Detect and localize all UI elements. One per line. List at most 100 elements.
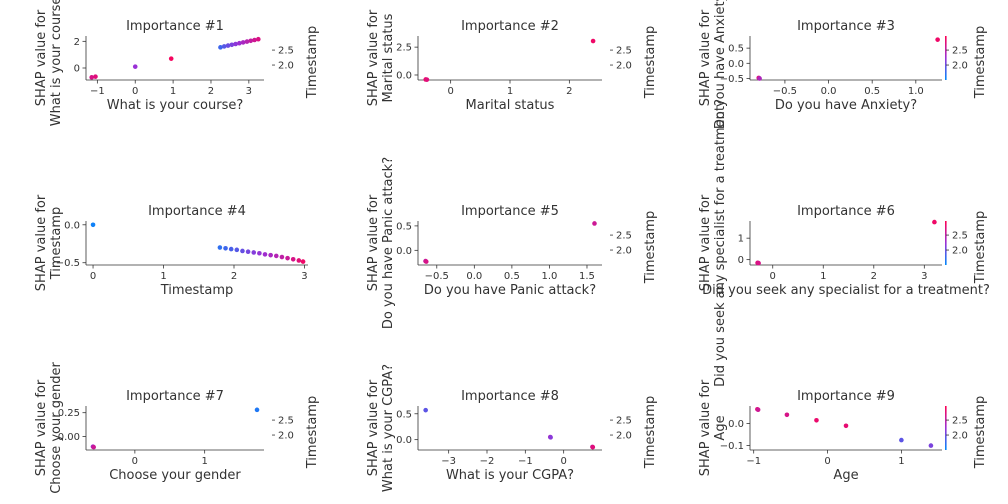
data-point — [290, 257, 296, 262]
y-axis-label-line1: SHAP value for — [366, 9, 381, 106]
data-point — [273, 253, 279, 259]
colorbar-tick-label: 2.5 — [952, 416, 968, 427]
data-point — [935, 37, 940, 42]
y-tick-label: 2 — [74, 37, 80, 48]
data-point — [590, 38, 596, 44]
x-tick-label: 0.0 — [821, 86, 837, 97]
y-axis-label-line2: What is your CGPA? — [381, 364, 396, 492]
x-tick-label: 0 — [90, 271, 96, 282]
x-tick-label: 1 — [507, 86, 513, 97]
y-tick-label: 0.5 — [396, 221, 412, 232]
x-tick-label: 1 — [160, 271, 166, 282]
data-point — [228, 246, 234, 252]
y-axis-label-line2: Did you seek any specialist for a treatm… — [713, 99, 728, 387]
data-point — [257, 250, 262, 256]
y-tick-label: 0 — [738, 255, 744, 266]
panel-title: Importance #2 — [461, 19, 559, 34]
colorbar-label: Timestamp — [643, 26, 658, 100]
x-tick-label: 0.0 — [466, 271, 482, 282]
data-point — [254, 407, 260, 413]
y-axis-label-line2: Do you have Anxiety? — [713, 0, 728, 129]
data-point — [217, 245, 223, 250]
data-point — [218, 45, 223, 50]
x-tick-label: 0 — [132, 86, 138, 97]
y-tick-label: 0.00 — [58, 432, 80, 443]
data-point — [784, 412, 790, 418]
data-point — [89, 75, 94, 80]
colorbar-label: Timestamp — [973, 211, 988, 285]
colorbar-tick-label: 2.0 — [278, 61, 294, 72]
data-point — [285, 255, 290, 261]
data-point — [93, 74, 98, 79]
colorbar-tick-label: 2.0 — [616, 431, 632, 442]
panel-5: Importance #5−0.5 0.0 0.5 1.0 1.50.00.5Do yo… — [366, 157, 658, 329]
x-axis-label: Choose your gender — [109, 468, 241, 483]
data-point — [168, 56, 174, 61]
y-axis-label-line2: Age — [713, 415, 728, 440]
x-axis-label: Timestamp — [160, 283, 234, 298]
data-point — [256, 36, 261, 42]
colorbar-label: Timestamp — [973, 396, 988, 470]
data-point — [423, 407, 428, 413]
colorbar-label: Timestamp — [305, 396, 320, 470]
colorbar-tick-label: 2.5 — [616, 231, 632, 242]
data-point — [423, 259, 429, 264]
y-axis-label-line1: SHAP value for — [366, 194, 381, 291]
data-point — [251, 250, 257, 255]
x-tick-label: −1 — [518, 456, 533, 467]
y-tick-label: −0.1 — [720, 441, 744, 452]
x-tick-label: −1 — [746, 456, 761, 467]
panel-title: Importance #1 — [126, 19, 224, 34]
data-point — [234, 247, 240, 253]
y-axis-label-line1: SHAP value for — [366, 379, 381, 476]
data-point — [592, 221, 597, 226]
data-point — [248, 38, 254, 44]
x-tick-label: 1.0 — [541, 271, 557, 282]
data-point — [279, 254, 285, 260]
x-tick-label: 2 — [231, 271, 237, 282]
x-tick-label: 2 — [566, 86, 572, 97]
y-tick-label: 0.5 — [728, 44, 744, 55]
data-point — [91, 444, 96, 450]
data-point — [590, 444, 596, 450]
x-tick-label: 3 — [921, 271, 927, 282]
x-axis-label: Do you have Panic attack? — [424, 283, 596, 298]
y-tick-label: 2.5 — [396, 43, 412, 54]
y-tick-label: 1 — [738, 234, 744, 245]
x-tick-label: 0 — [132, 456, 138, 467]
data-point — [240, 248, 245, 254]
y-tick-label: 0 — [74, 64, 80, 75]
colorbar-tick-label: 2.5 — [952, 231, 968, 242]
x-tick-label: 0 — [560, 456, 566, 467]
colorbar-tick-label: 2.0 — [278, 431, 294, 442]
y-axis-label-line1: SHAP value for — [698, 9, 713, 106]
x-axis-label: What is your CGPA? — [446, 468, 574, 483]
x-tick-label: 2 — [871, 271, 877, 282]
x-tick-label: 0.5 — [504, 271, 520, 282]
x-axis-label: Did you seek any specialist for a treatm… — [702, 283, 990, 298]
x-axis-label: Age — [833, 468, 858, 483]
data-point — [223, 246, 228, 251]
colorbar-tick-label: 2.0 — [952, 61, 968, 72]
data-point — [296, 258, 302, 263]
data-point — [132, 64, 138, 69]
data-point — [221, 44, 227, 49]
y-tick-label: 0.0 — [396, 435, 412, 446]
x-tick-label: 1 — [820, 271, 826, 282]
x-tick-label: −2 — [480, 456, 495, 467]
x-tick-label: 0 — [824, 456, 830, 467]
colorbar-label: Timestamp — [643, 211, 658, 285]
colorbar-tick-label: 2.0 — [952, 431, 968, 442]
colorbar — [945, 221, 947, 265]
panel-3: Importance #3−0.5 0.0 0.5 1.0−0.50.00.5Do y… — [698, 0, 988, 129]
y-axis-label-line2: Choose your gender — [49, 362, 64, 494]
data-point — [229, 42, 235, 48]
x-tick-label: 1.0 — [908, 86, 924, 97]
data-point — [237, 40, 242, 46]
